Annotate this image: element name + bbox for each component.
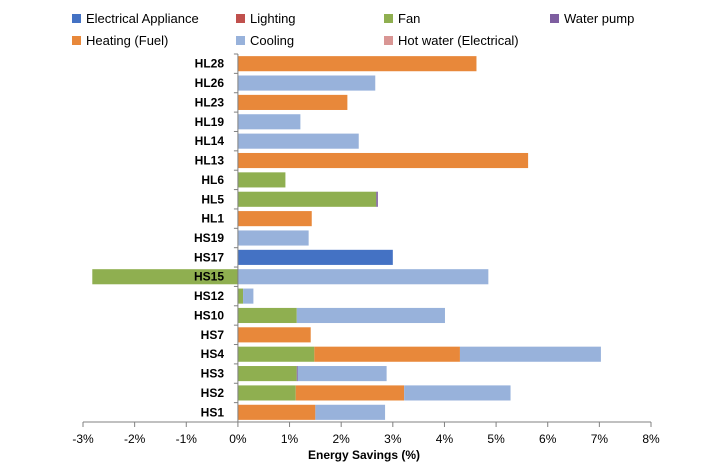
legend-item-lighting: Lighting [236,11,296,26]
x-tick-label-3: -3% [72,432,94,446]
x-tick-label-1: -1% [176,432,198,446]
bar-hs15-cooling [237,269,489,285]
legend-swatch-cooling [236,36,245,45]
x-tick-label-2: 2% [333,432,351,446]
legend-label-electrical-appliance: Electrical Appliance [86,11,199,26]
bar-hs15-fan [92,269,238,285]
legend-item-heating-fuel: Heating (Fuel) [72,33,168,48]
legend-swatch-heating-fuel [72,36,81,45]
x-tick-label-5: 5% [487,432,505,446]
legend-label-lighting: Lighting [250,11,296,26]
category-label-hs10: HS10 [194,308,224,322]
bar-hl14-cooling [237,133,359,149]
legend-label-water-pump: Water pump [564,11,634,26]
axes-group [82,53,652,427]
bar-hs19-cooling [237,230,309,246]
category-label-hs17: HS17 [194,250,224,264]
bar-hs17-electrical-appliance [237,249,393,265]
x-tick-label-1: 1% [281,432,299,446]
x-tick-label-3: 3% [384,432,402,446]
bar-hs4-cooling [459,346,601,362]
category-label-hs2: HS2 [201,386,225,400]
legend-label-fan: Fan [398,11,420,26]
category-label-hl14: HL14 [195,134,225,148]
bar-hs7-heating-fuel [237,327,311,343]
category-label-hs12: HS12 [194,289,224,303]
bar-hs3-fan [237,366,297,382]
legend-item-cooling: Cooling [236,33,294,48]
legend-item-electrical-appliance: Electrical Appliance [72,11,199,26]
bar-hs4-fan [237,346,315,362]
category-label-hl5: HL5 [201,192,224,206]
legend-swatch-fan [384,14,393,23]
bar-hs1-cooling [315,404,386,420]
x-axis-title: Energy Savings (%) [308,448,420,462]
bar-hl13-heating-fuel [237,152,529,169]
x-tick-label-6: 6% [539,432,557,446]
bar-hl6-fan [237,172,286,188]
x-tick-label-4: 4% [436,432,454,446]
x-tick-label-7: 7% [591,432,609,446]
bar-hs4-heating-fuel [314,346,460,362]
bar-hs12-fan [237,288,244,304]
legend-swatch-water-pump [550,14,559,23]
legend-swatch-hot-water-electrical [384,36,393,45]
legend-label-hot-water-electrical: Hot water (Electrical) [398,33,519,48]
legend-label-heating-fuel: Heating (Fuel) [86,33,168,48]
bar-hl1-heating-fuel [237,211,312,227]
bar-hl23-heating-fuel [237,94,348,110]
category-label-hl1: HL1 [201,212,224,226]
bar-hs3-water-pump [296,366,298,382]
category-label-hl6: HL6 [201,173,224,187]
bar-hs10-cooling [296,307,445,324]
bar-hl28-heating-fuel [237,56,477,72]
category-label-hs19: HS19 [194,231,224,245]
legend-item-hot-water-electrical: Hot water (Electrical) [384,33,519,48]
category-label-hs7: HS7 [201,328,225,342]
legend-swatch-electrical-appliance [72,14,81,23]
category-label-hs3: HS3 [201,367,225,381]
x-tick-label-8: 8% [642,432,660,446]
category-label-hs4: HS4 [201,347,225,361]
category-label-hs1: HS1 [201,405,225,419]
bar-hl5-fan [237,191,377,207]
x-tick-label-2: -2% [124,432,146,446]
bars-group [92,56,601,420]
legend: Electrical Appliance Lighting Fan Water pum… [72,11,634,48]
legend-item-fan: Fan [384,11,420,26]
bar-hl26-cooling [237,75,376,91]
legend-swatch-lighting [236,14,245,23]
bar-hs10-fan [237,307,297,324]
category-label-hl26: HL26 [195,76,225,90]
category-label-hl28: HL28 [195,57,225,71]
bar-hs2-heating-fuel [295,385,405,401]
bar-hs2-cooling [404,385,511,401]
bar-hs3-cooling [297,366,387,382]
bar-hs12-cooling [243,288,254,304]
labels-group: HL28 HL26 HL23 HL19 HL14 HL13 HL6 HL5 HL1 HS19 HS1… [72,57,660,462]
category-label-hl19: HL19 [195,115,225,129]
bar-hl5-water-pump [376,191,378,207]
bar-hl19-cooling [237,114,301,130]
category-label-hs15: HS15 [194,270,224,284]
bar-hs1-heating-fuel [237,404,316,420]
legend-item-water-pump: Water pump [550,11,634,26]
legend-label-cooling: Cooling [250,33,294,48]
category-label-hl23: HL23 [195,95,225,109]
category-label-hl13: HL13 [195,154,225,168]
bar-hs2-fan [237,385,296,401]
x-tick-label-0: 0% [229,432,247,446]
